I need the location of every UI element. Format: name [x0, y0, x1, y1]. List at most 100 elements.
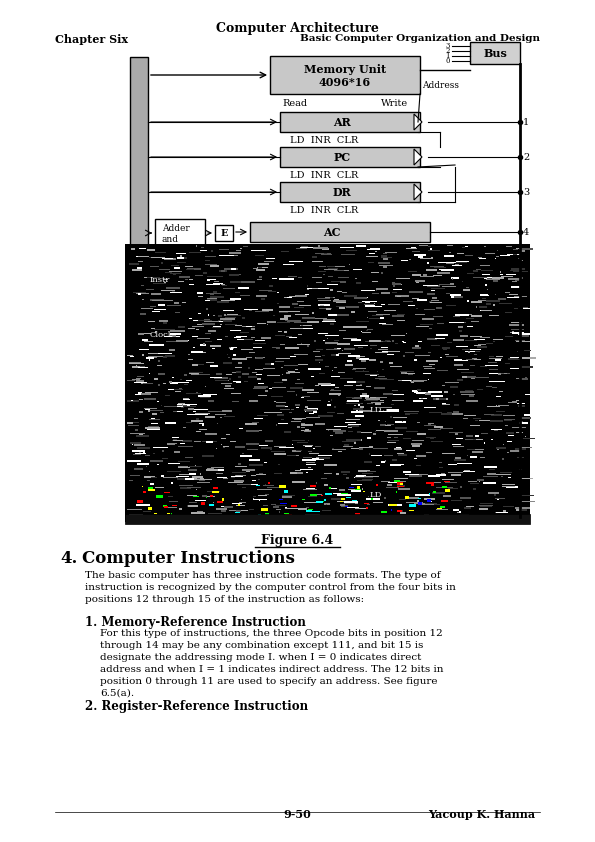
Bar — [236, 250, 240, 252]
Bar — [285, 347, 299, 349]
Bar — [230, 298, 241, 300]
Bar — [224, 385, 231, 386]
Bar — [163, 322, 167, 323]
Bar — [324, 473, 332, 474]
Bar — [435, 398, 448, 400]
Bar — [340, 281, 346, 283]
Text: 1. Memory-Reference Instruction: 1. Memory-Reference Instruction — [85, 616, 306, 629]
Bar — [161, 405, 162, 406]
Bar — [185, 396, 196, 397]
Bar — [490, 420, 503, 422]
Bar — [355, 415, 364, 417]
Bar — [493, 304, 494, 306]
Bar — [468, 481, 477, 482]
Polygon shape — [414, 184, 422, 200]
Bar — [177, 478, 192, 480]
Bar — [292, 303, 298, 305]
Bar — [499, 298, 506, 300]
Bar — [475, 419, 478, 421]
Bar — [161, 475, 164, 477]
Bar — [389, 362, 393, 364]
Bar — [209, 365, 218, 366]
Bar — [393, 289, 402, 290]
Bar — [302, 389, 314, 392]
Bar — [399, 481, 406, 482]
Bar — [411, 381, 414, 383]
Bar — [236, 371, 242, 373]
Bar — [377, 288, 388, 290]
Bar — [159, 269, 170, 270]
Bar — [343, 501, 358, 503]
Bar — [420, 276, 434, 277]
Bar — [390, 464, 401, 466]
Bar — [450, 277, 459, 279]
Bar — [191, 512, 205, 514]
Bar — [196, 418, 199, 419]
Bar — [284, 490, 289, 493]
Bar — [357, 327, 367, 328]
Bar — [383, 341, 387, 342]
Bar — [367, 317, 368, 318]
Bar — [224, 506, 233, 508]
Bar — [313, 247, 328, 248]
Bar — [250, 222, 430, 242]
Bar — [187, 413, 196, 415]
Bar — [178, 327, 185, 328]
Bar — [278, 361, 284, 362]
Bar — [438, 262, 449, 263]
Bar — [302, 460, 316, 461]
Bar — [186, 422, 192, 424]
Bar — [376, 465, 380, 466]
Bar — [380, 317, 384, 318]
Bar — [181, 340, 189, 341]
Bar — [321, 495, 322, 496]
Bar — [516, 400, 519, 401]
Bar — [412, 391, 418, 392]
Bar — [306, 472, 308, 473]
Bar — [366, 507, 368, 509]
Bar — [231, 348, 237, 349]
Bar — [405, 496, 409, 498]
Bar — [261, 298, 265, 300]
Bar — [302, 427, 305, 429]
Bar — [343, 338, 358, 339]
Text: Instr: Instr — [150, 276, 170, 284]
Bar — [494, 430, 499, 431]
Bar — [272, 347, 280, 349]
Bar — [270, 448, 273, 450]
Bar — [415, 345, 418, 347]
Bar — [351, 411, 363, 413]
Bar — [265, 390, 268, 392]
Bar — [487, 473, 496, 475]
Bar — [205, 260, 211, 261]
Bar — [503, 506, 514, 507]
Bar — [361, 290, 375, 291]
Bar — [148, 489, 155, 491]
Bar — [491, 277, 504, 279]
Bar — [391, 509, 392, 511]
Text: Computer Instructions: Computer Instructions — [82, 550, 295, 567]
Bar — [242, 469, 255, 471]
Bar — [191, 374, 199, 376]
Bar — [180, 443, 185, 444]
Bar — [426, 482, 434, 484]
Bar — [149, 410, 162, 411]
Bar — [298, 364, 308, 365]
Bar — [189, 284, 193, 285]
Bar — [253, 343, 266, 344]
Bar — [450, 284, 455, 285]
Bar — [427, 285, 440, 286]
Bar — [195, 465, 196, 466]
Bar — [252, 372, 258, 373]
Bar — [234, 292, 240, 294]
Bar — [223, 321, 232, 322]
Bar — [139, 399, 143, 400]
Bar — [457, 512, 461, 514]
Bar — [322, 274, 325, 275]
Bar — [193, 411, 196, 413]
Bar — [436, 487, 449, 488]
Bar — [508, 296, 520, 298]
Bar — [480, 420, 490, 421]
Bar — [297, 426, 300, 428]
Bar — [494, 494, 496, 496]
